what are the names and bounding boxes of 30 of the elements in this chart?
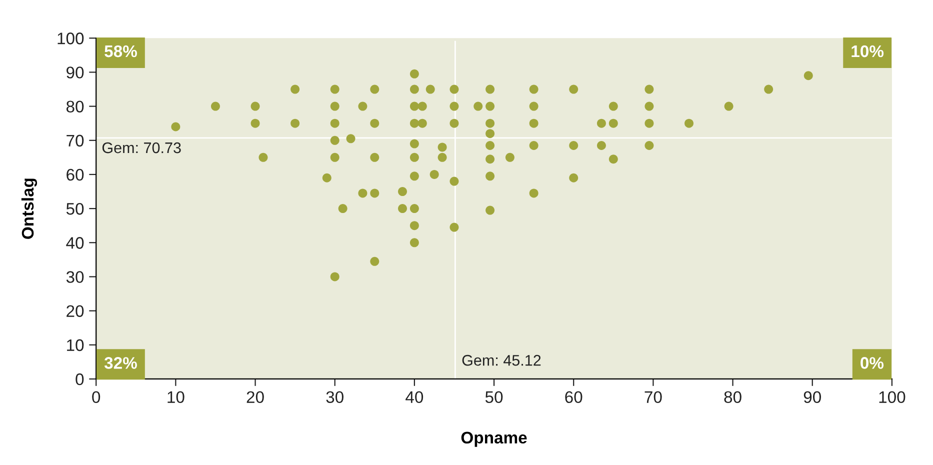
- x-tick-label: 0: [92, 391, 100, 404]
- y-tick-label: 90: [66, 66, 84, 78]
- x-tick-label: 30: [326, 391, 344, 404]
- y-tick-label: 40: [66, 237, 84, 249]
- y-tick-label: 30: [66, 271, 84, 283]
- y-tick-label: 60: [66, 168, 84, 181]
- annotation: 10%: [852, 45, 884, 58]
- x-tick-label: 60: [565, 391, 582, 404]
- annotation: 32%: [104, 357, 137, 369]
- ref-line-label: Gem: 70.73: [102, 142, 181, 154]
- y-tick-label: 70: [66, 134, 84, 147]
- annotation: 58%: [104, 45, 137, 58]
- y-tick-label: 20: [66, 305, 84, 318]
- y-tick-label: 0: [76, 373, 84, 386]
- x-tick-label: 50: [485, 391, 503, 404]
- x-tick-label: 10: [168, 391, 184, 404]
- x-tick-label: 90: [804, 391, 821, 404]
- annotation: 0%: [860, 357, 884, 369]
- x-tick-label: 20: [246, 391, 264, 404]
- x-tick-label: 40: [406, 391, 424, 404]
- x-tick-label: 80: [724, 391, 742, 404]
- y-tick-label: 50: [66, 202, 84, 215]
- y-axis-title: Ontslag: [21, 178, 38, 239]
- x-axis-title: Opname: [461, 432, 527, 447]
- ref-line-label: Gem: 45.12: [462, 354, 541, 366]
- y-tick-label: 10: [67, 339, 84, 352]
- x-tick-label: 100: [879, 391, 906, 404]
- y-tick-label: 100: [58, 32, 84, 44]
- x-tick-label: 70: [644, 391, 662, 404]
- y-tick-label: 80: [66, 100, 84, 112]
